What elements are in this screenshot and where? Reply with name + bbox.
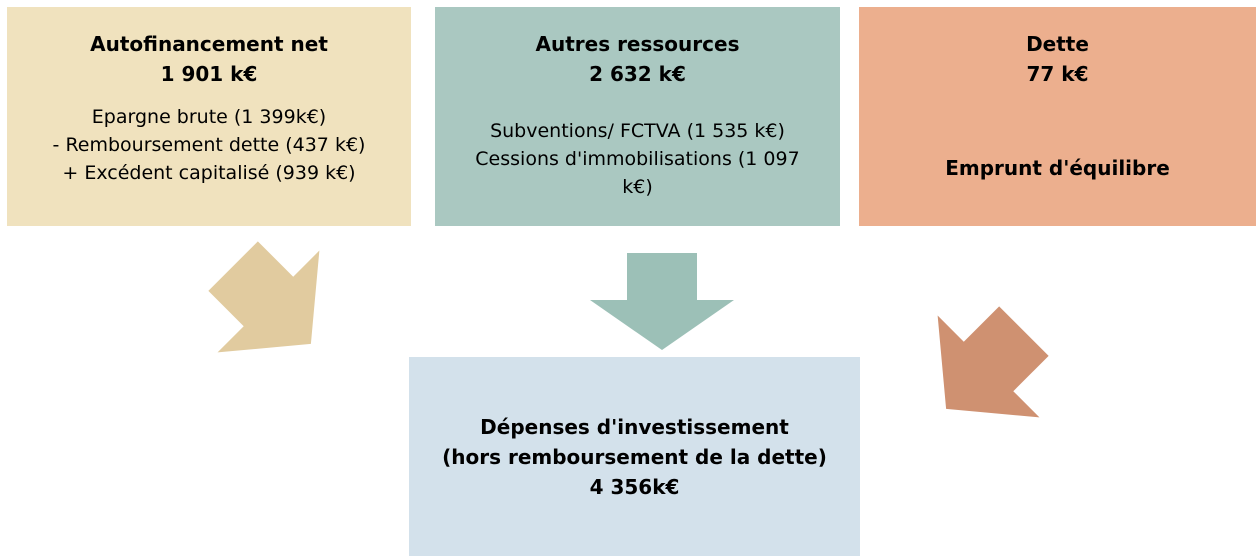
line: + Excédent capitalisé (939 k€) xyxy=(62,162,356,184)
amount: 77 k€ xyxy=(1026,62,1089,86)
source-box: Dette 77 k€ Emprunt d'équilibre xyxy=(859,7,1256,226)
target-box: Dépenses d'investissement (hors rembours… xyxy=(409,357,860,556)
arrow-middle xyxy=(590,253,734,350)
line: Epargne brute (1 399k€) xyxy=(91,106,327,128)
arrow-right xyxy=(937,306,1049,418)
amount: 4 356k€ xyxy=(589,475,680,499)
line: Cessions d'immobilisations (1 097 k€) xyxy=(475,148,800,198)
subtitle: (hors remboursement de la dette) xyxy=(442,445,827,469)
note: Emprunt d'équilibre xyxy=(945,156,1170,180)
title: Dépenses d'investissement xyxy=(480,415,789,439)
title: Autofinancement net xyxy=(90,32,328,56)
title: Dette xyxy=(1026,32,1089,56)
source-box: Autres ressources 2 632 k€ Subventions/ … xyxy=(435,7,840,226)
line: Subventions/ FCTVA (1 535 k€) xyxy=(490,120,785,142)
line: - Remboursement dette (437 k€) xyxy=(52,134,366,156)
title: Autres ressources xyxy=(535,32,740,56)
amount: 2 632 k€ xyxy=(589,62,686,86)
amount: 1 901 k€ xyxy=(160,62,258,86)
source-box: Autofinancement net 1 901 k€ Epargne bru… xyxy=(7,7,411,226)
arrow-left xyxy=(208,241,320,353)
